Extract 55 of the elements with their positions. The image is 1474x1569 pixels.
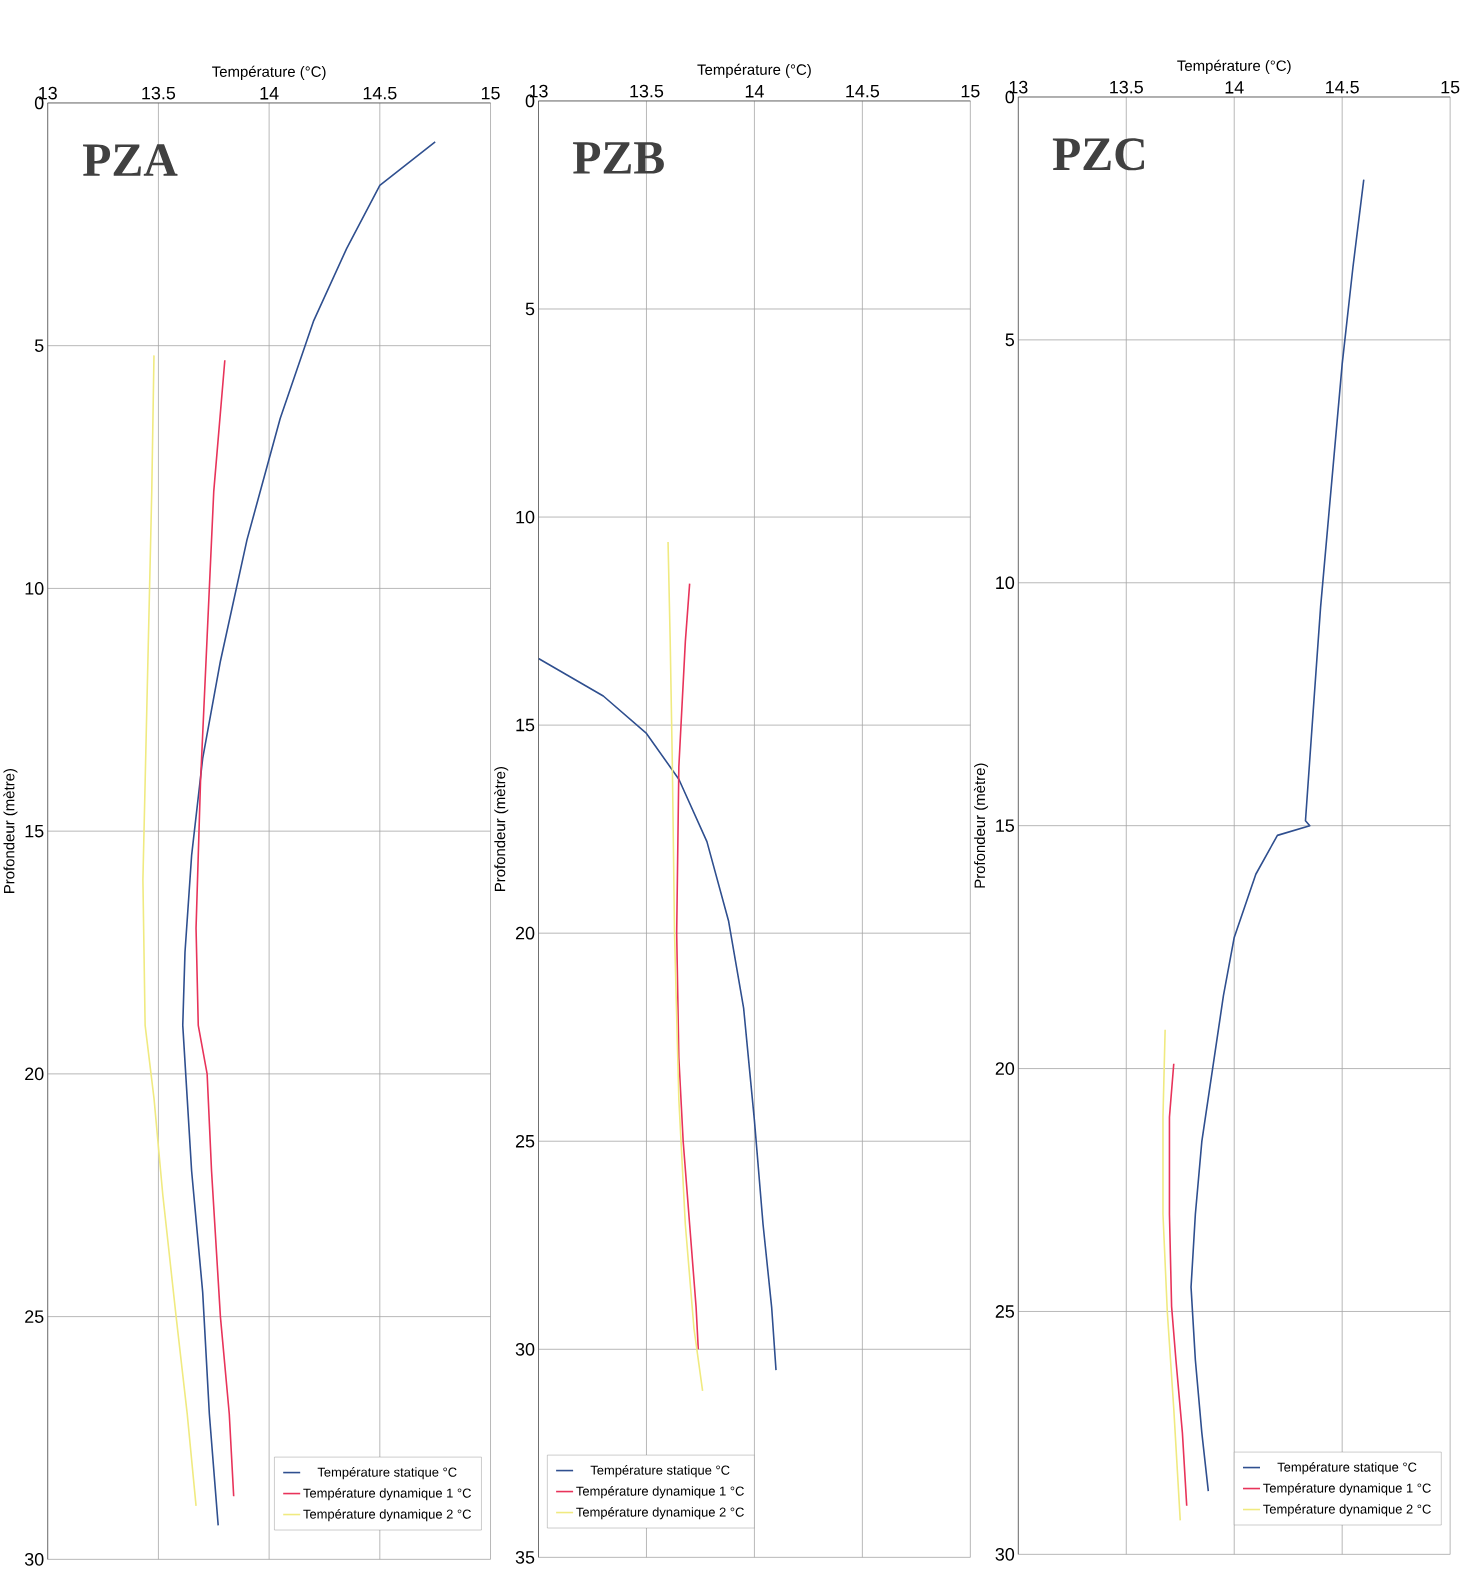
y-axis-title: Profondeur (mètre): [973, 763, 988, 888]
x-axis-title: Température (°C): [1177, 59, 1291, 74]
line-series: [195, 359, 235, 1498]
y-tick-label: 10: [25, 582, 44, 595]
legend-label: Température statique °C: [317, 1467, 457, 1480]
y-tick-label: 25: [25, 1310, 44, 1323]
y-tick-label: 5: [525, 302, 535, 316]
x-tick-label: 13.5: [630, 84, 664, 98]
x-tick-label: 14: [745, 85, 764, 98]
line-series: [667, 541, 704, 1392]
text: PZA: [82, 144, 178, 176]
x-tick-label: 15: [1441, 80, 1460, 94]
x-tick-label: 14: [1225, 81, 1244, 94]
y-tick-label: 15: [516, 718, 535, 732]
legend-label: Température dynamique 2 °C: [303, 1509, 471, 1522]
line-series: [538, 657, 777, 1371]
x-axis-title: Température (°C): [212, 65, 326, 80]
y-axis-title: Profondeur (mètre): [494, 767, 509, 892]
y-tick-label: 35: [515, 1551, 535, 1564]
y-tick-label: 30: [515, 1342, 535, 1356]
legend-label: Température dynamique 1 °C: [1263, 1483, 1431, 1496]
y-tick-label: 15: [25, 824, 44, 838]
legend-label: Température statique °C: [590, 1465, 730, 1478]
text: PZC: [1052, 138, 1144, 171]
line-series: [675, 582, 700, 1351]
x-tick-label: 14.5: [846, 84, 880, 98]
legend-label: Température dynamique 1 °C: [303, 1488, 471, 1501]
line-series: [1168, 1062, 1188, 1507]
y-tick-label: 25: [995, 1305, 1014, 1318]
y-tick-label: 10: [516, 510, 535, 524]
y-tick-label: 25: [515, 1134, 535, 1148]
legend-label: Température dynamique 2 °C: [1263, 1504, 1431, 1517]
y-tick-label: 10: [996, 576, 1015, 590]
text: PZB: [573, 142, 664, 174]
y-tick-label: 20: [25, 1067, 44, 1081]
y-tick-label: 15: [996, 819, 1014, 832]
x-tick-label: 14.5: [363, 86, 397, 100]
y-tick-label: 30: [995, 1548, 1015, 1561]
y-tick-label: 30: [24, 1553, 44, 1566]
y-tick-label: 5: [34, 339, 44, 352]
x-tick-label: 14: [260, 87, 279, 100]
x-tick-label: 14.5: [1326, 80, 1359, 94]
y-tick-label: 5: [1005, 333, 1014, 347]
x-axis-title: Température (°C): [697, 63, 811, 78]
legend-label: Température statique °C: [1277, 1462, 1417, 1475]
y-tick-label: 20: [995, 1062, 1015, 1075]
x-tick-label: 15: [481, 86, 500, 100]
legend-label: Température dynamique 1 °C: [576, 1486, 744, 1499]
line-series: [1162, 1028, 1181, 1522]
x-tick-label: 13.5: [1110, 80, 1143, 94]
y-axis-title: Profondeur (mètre): [3, 769, 18, 894]
legend-label: Température dynamique 2 °C: [576, 1507, 744, 1520]
y-tick-label: 20: [515, 926, 535, 940]
x-tick-label: 15: [961, 84, 980, 98]
x-tick-label: 13.5: [142, 86, 176, 100]
